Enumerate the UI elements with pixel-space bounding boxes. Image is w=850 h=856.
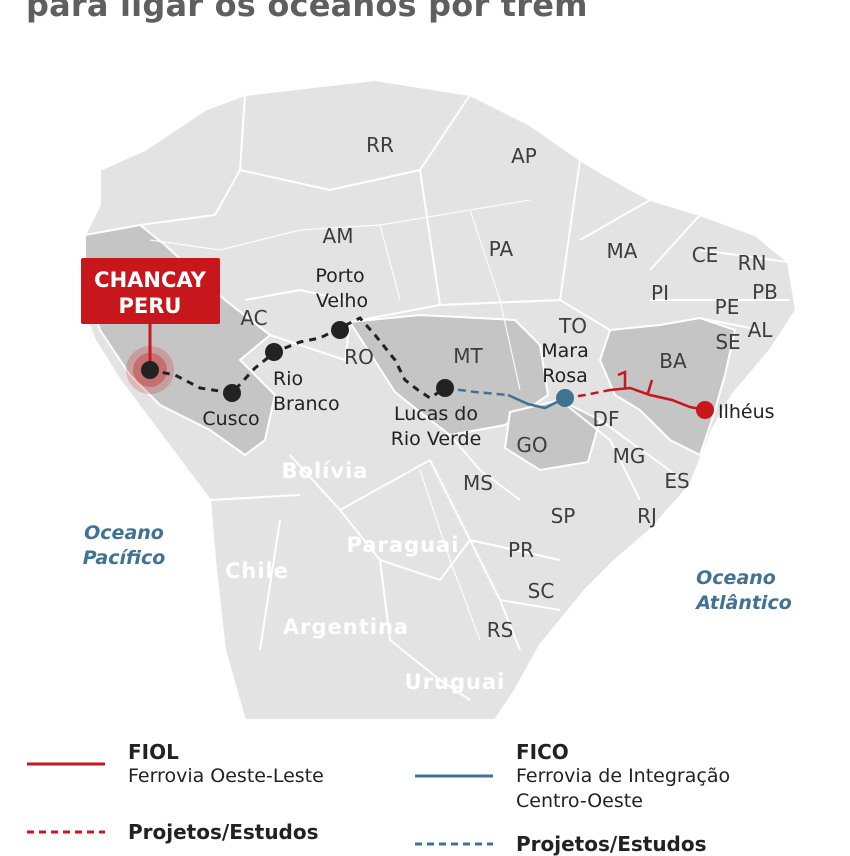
city-label-cusco: Cusco [202,408,259,430]
state-label: BA [659,349,687,373]
city-label-mara-rosa-2: Rosa [542,365,588,387]
city-label-rio-branco-1: Rio [273,368,303,390]
state-label: GO [516,433,547,457]
fico-legend-dashed-line [415,842,493,846]
state-label: PI [651,281,669,305]
state-label: PE [715,295,740,319]
state-label: RJ [637,504,657,528]
ocean-label-atlantic-line2: Atlântico [694,592,792,614]
state-label: DF [593,407,620,431]
fiol-legend-name: Ferrovia Oeste-Leste [128,765,324,787]
state-label: TO [558,314,587,338]
chancay-callout-box [81,258,220,324]
state-label: AL [748,318,774,342]
state-label: SP [551,504,576,528]
state-label: SC [528,579,555,603]
mara-rosa-marker [556,389,574,407]
state-label: MG [613,444,646,468]
city-label-rio-branco-2: Branco [273,393,340,415]
city-label-lucas-1: Lucas do [394,403,478,425]
lucas-do-rio-verde-marker [436,379,454,397]
fico-legend-solid-line [415,774,493,778]
city-label-porto-velho-2: Velho [316,290,368,312]
ocean-label-pacific-line1: Oceano [84,522,164,544]
cusco-marker [223,384,241,402]
rivers [149,199,531,641]
state-borders [139,94,790,701]
ilheus-marker [696,401,714,419]
country-label-uruguay: Uruguai [405,670,506,694]
mato-grosso-region [348,313,550,437]
state-label: CE [692,243,719,267]
state-label: PR [508,538,534,562]
state-label: MS [463,471,493,495]
fico-legend-name-1: Ferrovia de Integração [516,765,731,787]
state-label: RR [366,133,394,157]
fiol-legend-projects: Projetos/Estudos [128,820,319,844]
state-labels: RR AP AM PA MA CE RN PB PI PE AC AL SE T… [240,133,778,642]
rio-branco-marker [265,343,283,361]
state-label: PB [752,280,778,304]
country-label-paraguay: Paraguai [347,533,460,557]
country-label-bolivia: Bolívia [282,459,369,483]
state-label: RS [487,618,514,642]
ocean-label-atlantic-line1: Oceano [696,567,776,589]
fiol-legend-solid-line [27,762,105,766]
south-america-map: CHANCAY PERU RR AP AM PA MA CE RN PB PI … [78,78,798,720]
city-label-ilheus: Ilhéus [718,401,775,423]
fico-route [507,393,566,410]
state-label: AC [240,306,267,330]
state-label: AP [511,144,537,168]
fico-legend-name-2: Centro-Oeste [516,790,643,812]
state-label: MT [453,344,483,368]
bioceanic-route-dashed [149,316,446,400]
ocean-label-pacific-line2: Pacífico [83,547,166,569]
state-label: PA [489,237,514,261]
state-label: RO [344,345,374,369]
fiol-legend-code: FIOL [128,740,179,764]
fiol-legend-dashed-line [27,830,105,834]
city-label-porto-velho-1: Porto [315,265,364,287]
callout-line-1: CHANCAY [94,268,206,292]
map-title: para ligar os oceanos por trem [26,0,588,24]
callout-line-2: PERU [119,294,182,318]
country-label-argentina: Argentina [283,615,409,639]
fico-legend-code: FICO [516,740,569,764]
state-label: ES [664,469,689,493]
city-label-lucas-2: Rio Verde [391,428,482,450]
state-label: SE [715,330,740,354]
chancay-marker [141,361,159,379]
country-label-chile: Chile [225,559,289,583]
porto-velho-marker [331,321,349,339]
city-label-mara-rosa-1: Mara [541,340,589,362]
fico-legend-projects: Projetos/Estudos [516,832,707,856]
state-label: AM [323,224,354,248]
fiol-route [609,370,706,412]
fico-projected-route [444,386,509,397]
state-label: RN [738,251,767,275]
state-label: MA [607,239,638,263]
